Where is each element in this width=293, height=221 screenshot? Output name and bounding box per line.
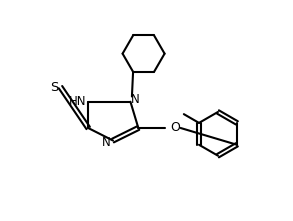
Text: N: N	[102, 136, 111, 149]
Text: N: N	[131, 93, 140, 106]
Text: O: O	[171, 122, 180, 135]
Text: HN: HN	[69, 95, 87, 108]
Text: S: S	[50, 81, 58, 94]
